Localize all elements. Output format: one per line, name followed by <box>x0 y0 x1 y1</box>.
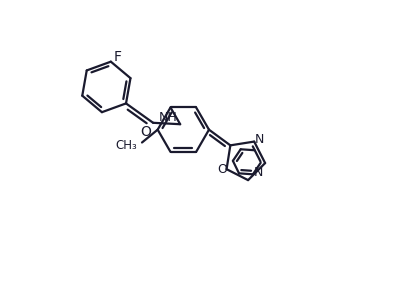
Text: N: N <box>254 166 263 179</box>
Text: F: F <box>114 50 122 64</box>
Text: O: O <box>140 125 151 139</box>
Text: NH: NH <box>159 111 178 124</box>
Text: O: O <box>217 163 227 176</box>
Text: N: N <box>254 133 264 146</box>
Text: CH₃: CH₃ <box>115 139 137 152</box>
